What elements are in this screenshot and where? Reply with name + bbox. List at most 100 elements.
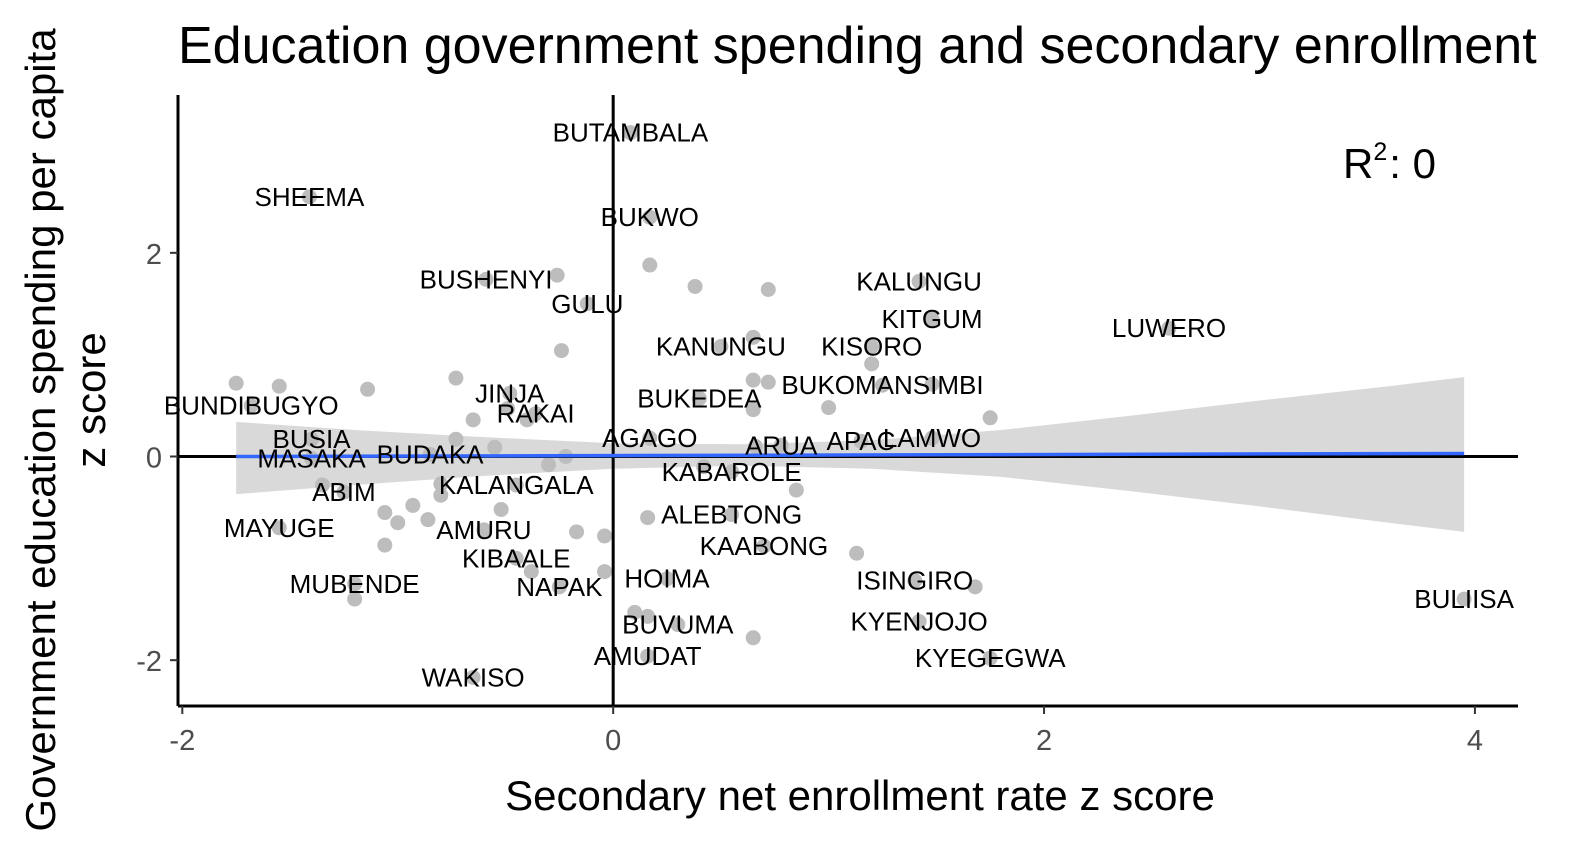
regression-line [236,451,1465,459]
data-point [670,617,686,633]
x-tick-label: -2 [169,725,195,757]
y-axis-title-line2: z score [67,332,114,467]
data-point [476,522,492,538]
data-point [924,430,940,446]
point-label: LUWERO [1112,313,1226,343]
data-point [622,125,638,141]
data-point [336,484,352,500]
data-point [724,507,740,523]
data-point [745,402,761,418]
data-point [271,520,287,536]
point-label: KISORO [821,332,922,362]
data-point [301,189,317,205]
point-label: BUTAMBALA [553,118,709,148]
data-point [487,439,503,455]
point-label: WAKISO [422,662,525,692]
data-point [500,401,516,417]
data-point [448,431,464,447]
point-labels-layer: BUTAMBALA SHEEMA BUKWO BUSHENYI KALUNGU GULU K… [164,118,1515,693]
data-point [756,538,772,554]
point-label: ALEBTONG [661,500,802,530]
point-label: MAYUGE [224,513,335,543]
point-label: BUSHENYI [420,264,553,294]
data-point [696,459,712,475]
data-point [478,271,494,287]
data-point [377,505,393,521]
data-point [390,515,406,531]
data-point [420,512,436,528]
data-point [924,311,940,327]
data-point [597,564,613,580]
fit-line-layer [236,451,1465,459]
r-squared-annotation: R2: 0 [1343,138,1436,187]
data-point [508,477,524,493]
data-point [745,372,761,388]
data-point [433,476,449,492]
data-point [911,273,927,289]
point-label: KITGUM [881,304,982,334]
data-point [724,464,740,480]
data-point [541,457,557,473]
data-point [465,669,481,685]
data-point [448,370,464,386]
point-label: SHEEMA [255,182,365,212]
y-tick-label: 0 [146,443,162,475]
point-label: JINJA [475,378,545,408]
point-label: KALANGALA [439,470,594,500]
point-label: MASAKA [257,444,366,474]
data-point [760,374,776,390]
points-layer [228,125,1472,685]
data-point [347,576,363,592]
x-tick-label: 2 [1036,725,1052,757]
data-point [745,329,761,345]
data-point [549,267,565,283]
y-axis-title-line1: Government education spending per capita [17,28,64,832]
r-squared-base: R [1343,140,1373,187]
data-point [640,510,656,526]
data-point [377,537,393,553]
point-label: MUBENDE [290,569,420,599]
data-point [271,378,287,394]
data-point [747,438,763,454]
data-point [304,431,320,447]
point-label: ARUA [745,430,818,460]
data-point [642,209,658,225]
point-label: KYEGEGWA [915,643,1066,673]
data-point [911,613,927,629]
point-label: ABIM [312,477,376,507]
data-point [821,400,837,416]
r-squared-value: : 0 [1389,140,1436,187]
data-point [773,437,789,453]
r-squared-superscript: 2 [1373,138,1387,166]
x-tick-label: 0 [605,725,621,757]
data-point [579,296,595,312]
data-point [788,482,804,498]
point-label: GULU [551,289,623,319]
data-point [551,579,567,595]
data-point [864,339,880,355]
data-point [1456,591,1472,607]
data-point [967,579,983,595]
data-point [1161,320,1177,336]
point-label: BUDAKA [377,439,485,469]
data-point [982,410,998,426]
point-label: KALUNGU [856,266,982,296]
data-point [691,390,707,406]
point-label: BUSIA [273,424,352,454]
point-label: AMURU [436,515,531,545]
axes-layer: -2 0 2 4 -2 0 2 [136,95,1518,757]
y-tick-label: -2 [136,646,162,678]
data-point [687,278,703,294]
point-label: BUKWO [601,202,699,232]
point-label: KANUNGU [656,332,786,362]
data-point [597,528,613,544]
data-point [853,433,869,449]
point-label: BULIISA [1414,584,1514,614]
y-tick-label: 2 [146,239,162,271]
point-label: KABAROLE [662,457,802,487]
data-point [640,608,656,624]
data-point [405,497,421,513]
point-label: LAMWO [883,423,981,453]
data-point [347,591,363,607]
